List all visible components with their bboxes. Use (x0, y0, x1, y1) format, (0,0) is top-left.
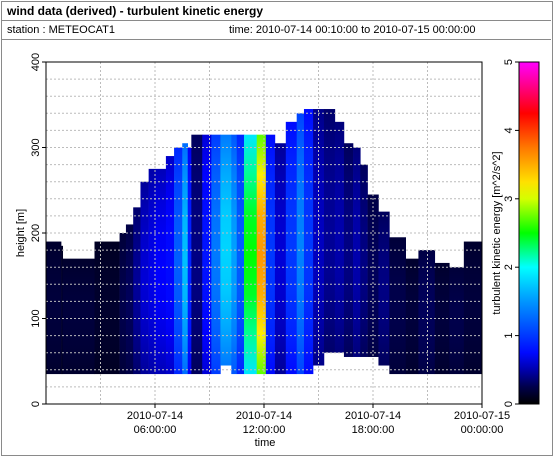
grid-lines (46, 62, 482, 404)
colorbar-tick-label: 5 (503, 59, 515, 65)
y-tick-label: 200 (30, 224, 42, 242)
tke-cell (62, 258, 95, 375)
tke-cell (46, 241, 62, 375)
tke-cell (61, 245, 64, 375)
tke-cell (449, 267, 465, 375)
tke-cell (334, 121, 345, 353)
x-tick-label: 00:00:00 (461, 424, 504, 436)
y-tick-label: 0 (30, 401, 42, 407)
chart-title: wind data (derived) - turbulent kinetic … (7, 4, 264, 18)
x-axis-label: time (255, 437, 276, 449)
tke-cell (165, 156, 175, 375)
y-tick-label: 300 (30, 138, 42, 156)
y-axis-label: height [m] (15, 209, 27, 257)
colorbar-label: turbulent kinetic energy [m^2/s^2] (491, 151, 503, 314)
colorbar-tick-label: 1 (503, 333, 515, 339)
info-bar: station : METEOCAT1 time: 2010-07-14 00:… (1, 21, 551, 40)
x-tick-label: 18:00:00 (352, 424, 395, 436)
tke-cell (133, 207, 141, 375)
x-tick-label: 2010-07-15 (454, 410, 510, 422)
x-tick-label: 2010-07-14 (345, 410, 401, 422)
tke-cell (94, 241, 120, 375)
x-tick-label: 2010-07-14 (236, 410, 292, 422)
tke-cell (296, 113, 305, 375)
time-range-label: time: 2010-07-14 00:10:00 to 2010-07-15 … (229, 24, 476, 36)
tke-cell (378, 211, 390, 366)
tke-cell (148, 168, 156, 375)
tke-cell (231, 134, 238, 375)
tke-cell (405, 258, 419, 375)
tke-cell (389, 237, 406, 375)
tke-cell (418, 250, 436, 375)
tke-cell (256, 134, 267, 375)
tke-cell (360, 164, 368, 357)
y-tick-label: 100 (30, 309, 42, 327)
colorbar-tick-label: 3 (503, 196, 515, 202)
tke-cell (343, 143, 354, 357)
tke-cell (182, 143, 188, 375)
title-bar: wind data (derived) - turbulent kinetic … (1, 1, 551, 21)
tke-cell (125, 224, 134, 375)
tke-cell (191, 134, 203, 375)
colorbar: 0 1 2 3 4 5 (503, 59, 540, 407)
tke-cell (202, 134, 212, 375)
tke-cell (244, 134, 258, 375)
tke-cell (303, 109, 314, 375)
colorbar-tick-label: 4 (503, 127, 515, 133)
tke-cell (236, 134, 245, 375)
tke-cell (155, 168, 167, 375)
x-tick-label: 06:00:00 (134, 424, 177, 436)
tke-cell (211, 134, 221, 375)
station-label: station : METEOCAT1 (7, 24, 115, 36)
tke-cell (119, 233, 127, 375)
x-tick-label: 12:00:00 (243, 424, 286, 436)
tke-cell (313, 109, 325, 366)
colorbar-tick-label: 2 (503, 264, 515, 270)
tke-cell (140, 181, 149, 375)
x-tick-label: 2010-07-14 (127, 410, 183, 422)
axes: 0 100 200 300 400 2010-07-14 06:00:00 2010-07-1… (30, 53, 510, 436)
tke-cell (323, 109, 336, 353)
tke-cell (463, 241, 483, 375)
tke-cell (353, 147, 361, 357)
colorbar-tick-label: 0 (503, 401, 515, 407)
tke-cell (265, 134, 276, 375)
tke-cell (187, 147, 192, 375)
y-tick-label: 400 (30, 53, 42, 71)
tke-cell (274, 143, 287, 375)
tke-cell (285, 121, 297, 375)
colorbar-scale (518, 61, 540, 405)
tke-cell (174, 147, 183, 375)
